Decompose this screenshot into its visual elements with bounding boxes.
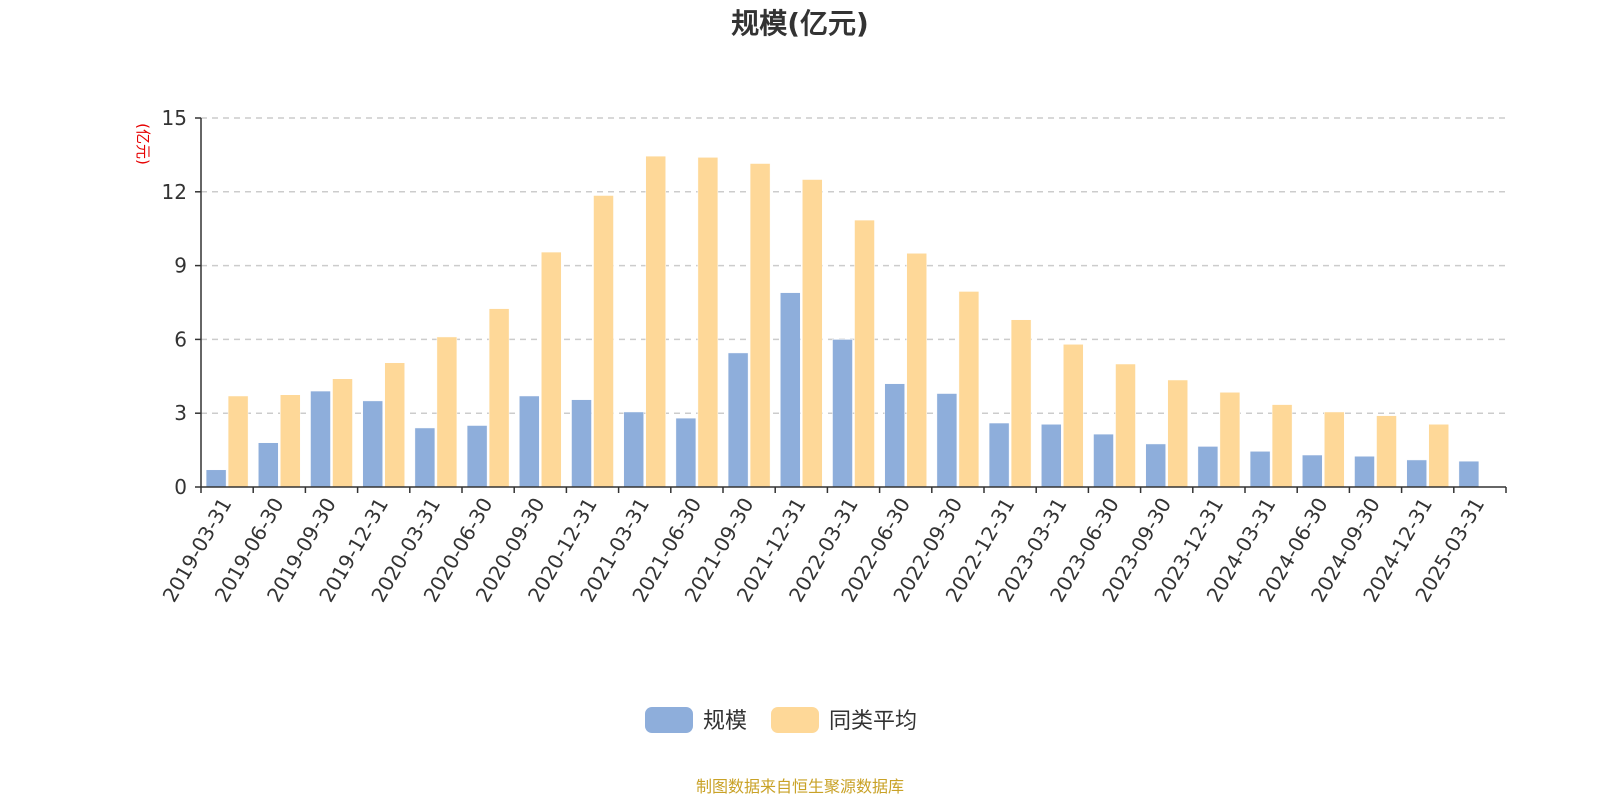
y-tick-label: 3 [174, 401, 187, 425]
bar-scale[interactable] [623, 411, 644, 488]
bar-scale[interactable] [884, 383, 905, 488]
grid-lines [201, 117, 1506, 414]
bar-scale[interactable] [1197, 446, 1219, 488]
bar-peer-average[interactable] [1324, 411, 1345, 488]
bar-peer-average[interactable] [1010, 319, 1032, 488]
chart-title: 规模(亿元) [731, 7, 869, 40]
bar-scale[interactable] [466, 425, 488, 488]
bar-scale[interactable] [1302, 454, 1323, 488]
bar-scale[interactable] [832, 339, 853, 488]
y-tick-label: 6 [174, 327, 187, 351]
bar-scale[interactable] [727, 352, 749, 488]
legend-label[interactable]: 规模 [703, 709, 747, 734]
bar-peer-average[interactable] [1219, 392, 1241, 488]
bar-scale[interactable] [571, 399, 592, 488]
bar-peer-average[interactable] [436, 336, 458, 488]
legend-label[interactable]: 同类平均 [829, 709, 917, 734]
bar-peer-average[interactable] [1376, 415, 1397, 488]
y-tick-label: 15 [162, 106, 187, 130]
bar-scale[interactable] [675, 417, 697, 488]
y-tick-label: 12 [162, 180, 187, 204]
bar-peer-average[interactable] [1063, 344, 1084, 488]
bar-scale[interactable] [1093, 433, 1114, 488]
bar-scale[interactable] [258, 442, 279, 488]
bar-peer-average[interactable] [593, 195, 614, 488]
bar-scale[interactable] [519, 395, 540, 488]
y-tick-label: 9 [174, 254, 187, 278]
bar-scale[interactable] [1458, 460, 1480, 488]
bar-peer-average[interactable] [958, 291, 980, 488]
legend-swatch[interactable] [771, 707, 819, 733]
bar-scale[interactable] [1406, 459, 1427, 488]
bar-peer-average[interactable] [906, 253, 927, 488]
bar-scale[interactable] [1354, 456, 1375, 488]
bars [205, 155, 1480, 488]
bar-peer-average[interactable] [541, 251, 562, 488]
bar-peer-average[interactable] [854, 219, 875, 488]
legend[interactable]: 规模 同类平均 [645, 707, 917, 734]
bar-peer-average[interactable] [280, 394, 301, 488]
bar-peer-average[interactable] [488, 308, 510, 488]
bar-scale[interactable] [414, 427, 436, 488]
bar-scale[interactable] [936, 393, 958, 488]
bar-peer-average[interactable] [697, 157, 719, 488]
bar-peer-average[interactable] [802, 179, 823, 488]
source-note: 制图数据来自恒生聚源数据库 [696, 777, 904, 796]
bar-scale[interactable] [205, 469, 227, 488]
axes: 036912152019-03-312019-06-302019-09-3020… [158, 106, 1507, 606]
bar-scale[interactable] [780, 292, 801, 488]
bar-scale[interactable] [1249, 451, 1271, 488]
legend-swatch[interactable] [645, 707, 693, 733]
bar-peer-average[interactable] [1167, 379, 1188, 488]
bar-scale[interactable] [362, 400, 383, 488]
y-tick-label: 0 [174, 475, 187, 499]
bar-peer-average[interactable] [749, 163, 771, 488]
bar-peer-average[interactable] [1428, 424, 1449, 488]
bar-scale[interactable] [310, 390, 331, 488]
bar-peer-average[interactable] [1271, 404, 1293, 488]
bar-scale[interactable] [1041, 424, 1062, 488]
bar-peer-average[interactable] [1115, 363, 1136, 488]
bar-scale[interactable] [988, 422, 1010, 488]
bar-peer-average[interactable] [384, 362, 405, 488]
bar-peer-average[interactable] [332, 378, 353, 488]
bar-peer-average[interactable] [227, 395, 249, 488]
y-axis-unit: (亿元) [134, 123, 152, 165]
bar-peer-average[interactable] [645, 155, 666, 488]
bar-scale[interactable] [1145, 443, 1166, 488]
